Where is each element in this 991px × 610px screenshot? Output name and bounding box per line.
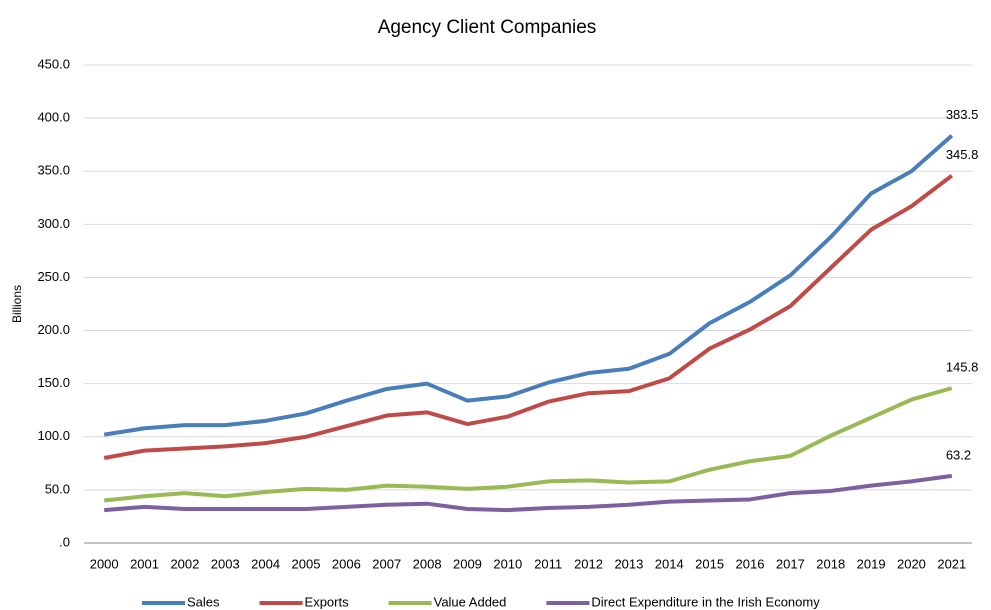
x-tick-label: 2019 (857, 556, 886, 571)
legend-label: Direct Expenditure in the Irish Economy (591, 594, 820, 609)
legend-label: Value Added (434, 594, 507, 609)
x-tick-label: 2000 (90, 556, 119, 571)
y-tick-label: 300.0 (37, 216, 70, 231)
data-label: 63.2 (946, 447, 971, 462)
x-tick-label: 2015 (695, 556, 724, 571)
legend-label: Exports (305, 594, 350, 609)
line-series (103, 174, 954, 460)
data-label: 383.5 (946, 107, 979, 122)
y-tick-label: 50.0 (45, 481, 70, 496)
y-tick-label: .0 (59, 534, 70, 549)
x-tick-label: 2011 (534, 556, 562, 571)
x-tick-label: 2013 (614, 556, 643, 571)
y-tick-label: 200.0 (37, 322, 70, 337)
y-tick-label: 250.0 (37, 269, 70, 284)
x-tick-label: 2007 (372, 556, 401, 571)
line-series (103, 134, 954, 437)
legend-label: Sales (187, 594, 220, 609)
x-tick-label: 2001 (130, 556, 159, 571)
x-tick-label: 2004 (251, 556, 280, 571)
x-tick-label: 2006 (332, 556, 361, 571)
x-tick-label: 2021 (937, 556, 966, 571)
x-tick-label: 2012 (574, 556, 603, 571)
y-tick-label: 100.0 (37, 428, 70, 443)
y-tick-label: 450.0 (37, 56, 70, 71)
x-tick-label: 2002 (170, 556, 199, 571)
data-label: 145.8 (946, 360, 979, 375)
x-tick-label: 2014 (655, 556, 684, 571)
x-tick-label: 2016 (736, 556, 765, 571)
x-tick-label: 2009 (453, 556, 482, 571)
line-series (104, 473, 953, 513)
x-tick-label: 2005 (292, 556, 321, 571)
y-axis-label: Billions (10, 285, 24, 323)
y-tick-label: 400.0 (37, 110, 70, 125)
data-label: 345.8 (946, 147, 979, 162)
x-tick-label: 2020 (897, 556, 926, 571)
y-tick-label: 150.0 (37, 375, 70, 390)
y-tick-label: 350.0 (37, 163, 70, 178)
x-tick-label: 2010 (493, 556, 522, 571)
x-tick-label: 2008 (413, 556, 442, 571)
line-series (103, 386, 953, 503)
x-tick-label: 2003 (211, 556, 240, 571)
chart-title: Agency Client Companies (378, 17, 597, 38)
x-tick-label: 2018 (816, 556, 845, 571)
x-tick-label: 2017 (776, 556, 805, 571)
